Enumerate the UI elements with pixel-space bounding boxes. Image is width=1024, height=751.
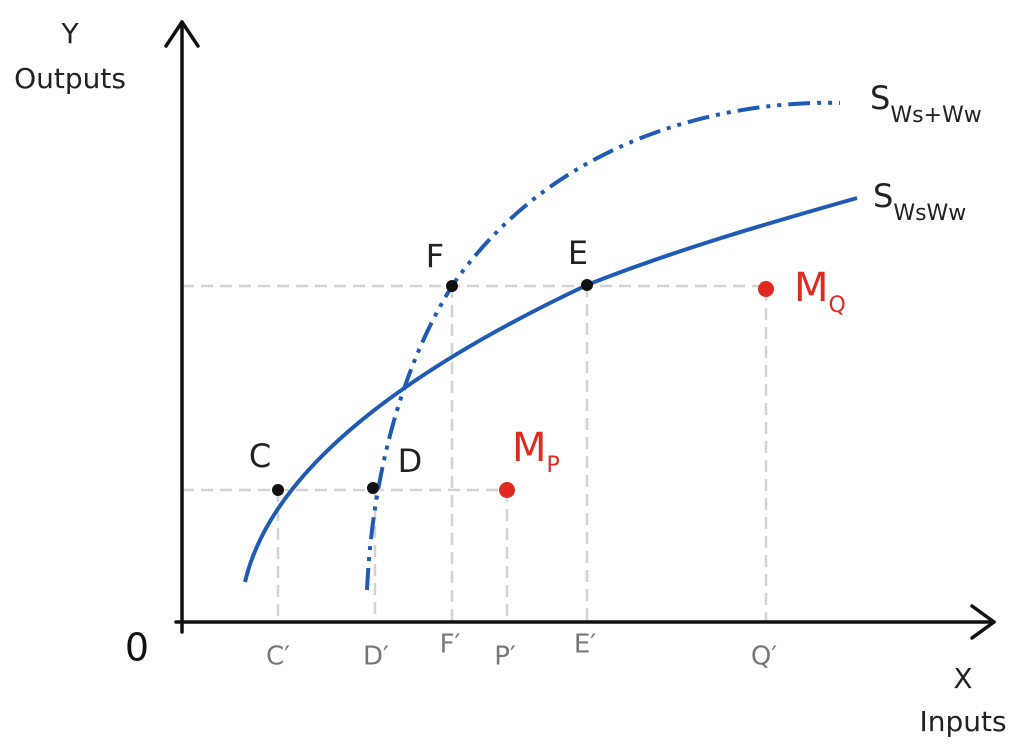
firm-subscript: P xyxy=(547,453,560,478)
curve-label: SWsWw xyxy=(873,177,966,226)
firm-points xyxy=(499,281,774,498)
curve-symbol: S xyxy=(873,177,893,215)
projection-label: C′ xyxy=(266,642,290,672)
x-label: Inputs xyxy=(919,705,1006,738)
point-label: F xyxy=(426,237,444,275)
firm-subscript: Q xyxy=(829,293,846,318)
axes xyxy=(164,20,996,640)
curve-ws-plus-ww xyxy=(365,100,841,591)
firm-symbol: M xyxy=(794,265,829,311)
x-symbol: X xyxy=(953,662,972,695)
projection-label: Q′ xyxy=(751,642,777,672)
origin: 0 xyxy=(125,626,149,670)
point-label: D xyxy=(398,442,423,480)
curve-subscript: Ws+Ww xyxy=(890,103,981,128)
guide-lines xyxy=(182,284,768,622)
points xyxy=(272,279,593,496)
curve-wswW xyxy=(243,196,858,583)
projection-label: F′ xyxy=(440,630,461,660)
curve-symbol: S xyxy=(870,79,890,117)
curve-subscript: WsWw xyxy=(893,201,966,226)
projection-label: P′ xyxy=(494,642,516,672)
projection-label: D′ xyxy=(363,642,389,672)
firm-label: MQ xyxy=(794,265,846,318)
firm-symbol: M xyxy=(512,425,547,471)
point-label: C xyxy=(249,437,271,475)
curve-label: SWs+Ww xyxy=(870,79,982,128)
y-label: Outputs xyxy=(14,62,126,95)
y-symbol: Y xyxy=(60,17,79,50)
projection-label: E′ xyxy=(574,630,596,660)
point-label: E xyxy=(568,234,588,272)
firm-label: MP xyxy=(512,425,560,478)
